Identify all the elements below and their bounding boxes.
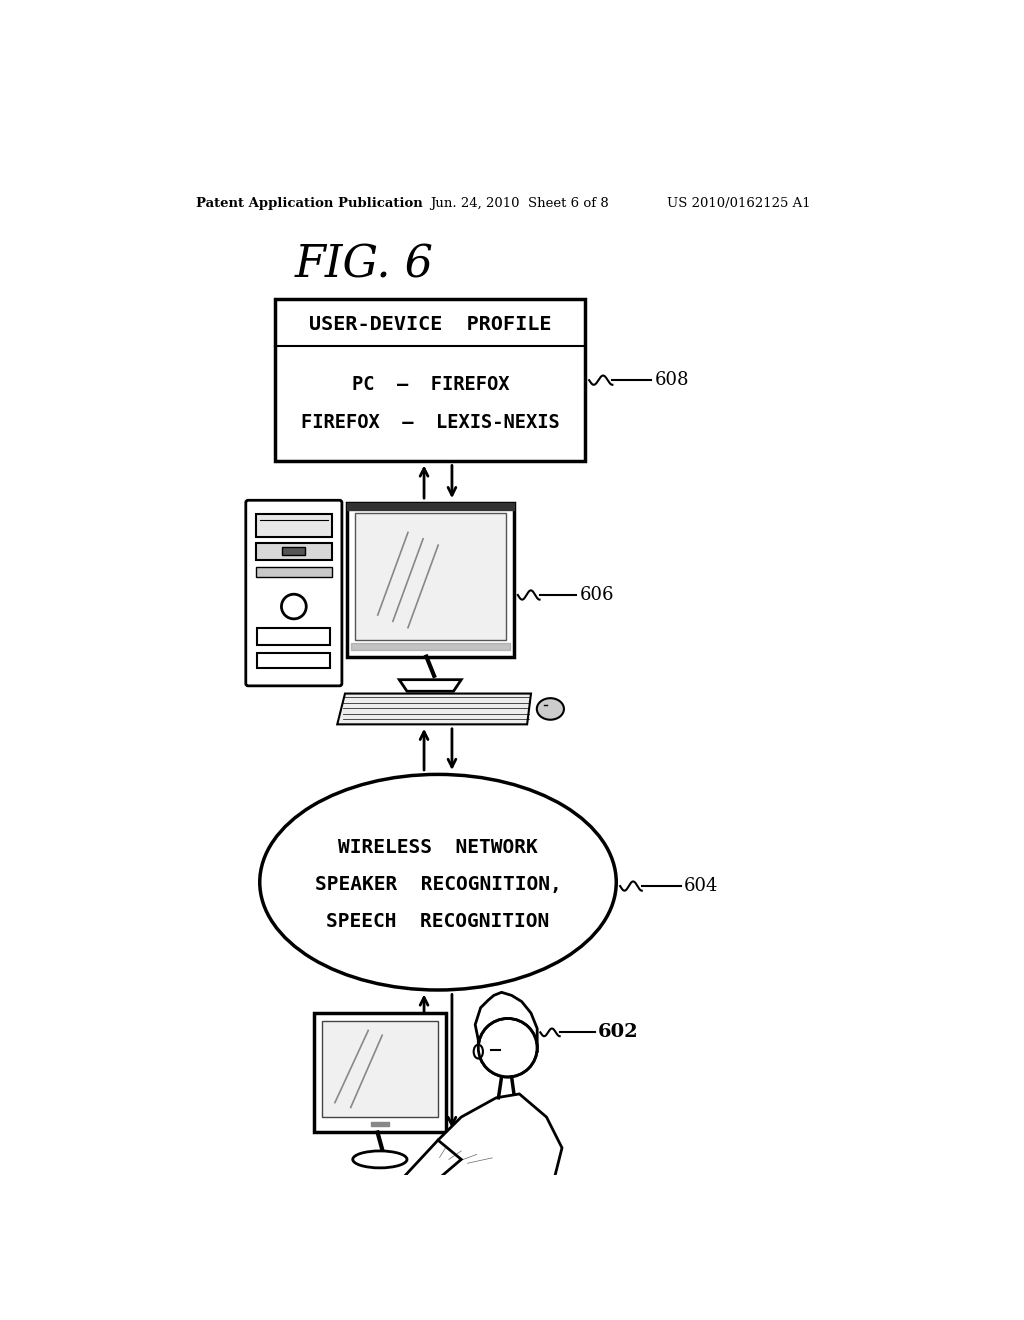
Text: 604: 604 xyxy=(684,876,718,895)
Polygon shape xyxy=(430,1144,508,1179)
Circle shape xyxy=(478,1019,538,1077)
Polygon shape xyxy=(430,1094,562,1201)
Polygon shape xyxy=(399,680,461,692)
FancyBboxPatch shape xyxy=(257,628,331,645)
FancyBboxPatch shape xyxy=(256,515,332,537)
Text: US 2010/0162125 A1: US 2010/0162125 A1 xyxy=(667,197,810,210)
FancyBboxPatch shape xyxy=(275,300,586,461)
Text: Patent Application Publication: Patent Application Publication xyxy=(197,197,423,210)
FancyBboxPatch shape xyxy=(347,503,514,656)
FancyBboxPatch shape xyxy=(355,513,506,640)
Text: 608: 608 xyxy=(655,371,689,389)
Ellipse shape xyxy=(260,775,616,990)
FancyBboxPatch shape xyxy=(322,1020,438,1117)
Ellipse shape xyxy=(537,698,564,719)
Ellipse shape xyxy=(474,1044,483,1059)
Polygon shape xyxy=(337,693,531,725)
Text: FIREFOX  –  LEXIS-NEXIS: FIREFOX – LEXIS-NEXIS xyxy=(301,413,560,432)
Text: FIG. 6: FIG. 6 xyxy=(295,243,433,286)
FancyBboxPatch shape xyxy=(283,548,305,554)
FancyBboxPatch shape xyxy=(257,653,331,668)
Text: 606: 606 xyxy=(580,586,614,605)
FancyBboxPatch shape xyxy=(246,500,342,686)
Text: SPEECH  RECOGNITION: SPEECH RECOGNITION xyxy=(327,912,550,931)
Text: USER-DEVICE  PROFILE: USER-DEVICE PROFILE xyxy=(309,315,552,334)
Text: SPEAKER  RECOGNITION,: SPEAKER RECOGNITION, xyxy=(314,875,561,894)
Polygon shape xyxy=(391,1140,461,1205)
Polygon shape xyxy=(475,993,538,1052)
Ellipse shape xyxy=(352,1151,407,1168)
Text: WIRELESS  NETWORK: WIRELESS NETWORK xyxy=(338,838,538,857)
Text: PC  –  FIREFOX: PC – FIREFOX xyxy=(351,375,509,393)
FancyBboxPatch shape xyxy=(256,566,332,577)
Text: Jun. 24, 2010  Sheet 6 of 8: Jun. 24, 2010 Sheet 6 of 8 xyxy=(430,197,609,210)
FancyBboxPatch shape xyxy=(256,544,332,560)
Text: 602: 602 xyxy=(598,1023,638,1041)
FancyBboxPatch shape xyxy=(314,1014,445,1133)
